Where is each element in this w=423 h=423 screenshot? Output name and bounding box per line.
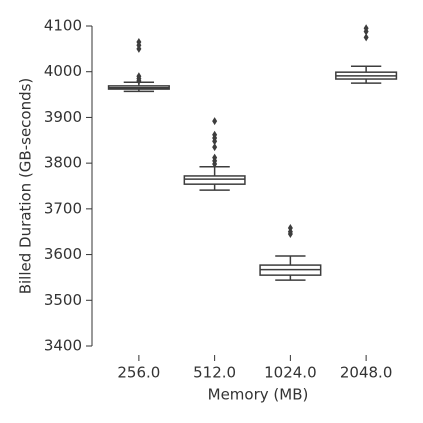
x-tick-label: 2048.0 (340, 364, 393, 382)
y-tick-label: 3600 (44, 245, 82, 263)
y-tick-label: 3500 (44, 291, 82, 309)
outlier (212, 117, 218, 126)
y-tick-label: 3700 (44, 199, 82, 217)
y-tick-label: 4000 (44, 62, 82, 80)
y-tick-label: 3800 (44, 154, 82, 172)
outlier (287, 230, 293, 238)
outlier (212, 143, 218, 152)
y-tick-label: 4100 (44, 17, 82, 35)
outlier (136, 44, 142, 53)
y-tick-label: 3900 (44, 108, 82, 126)
x-tick-label: 1024.0 (264, 364, 317, 382)
y-axis-label: Billed Duration (GB-seconds) (17, 78, 35, 295)
outlier (363, 27, 369, 36)
outlier (363, 33, 369, 42)
box (183, 175, 246, 185)
x-axis-label: Memory (MB) (208, 386, 309, 404)
x-tick-label: 256.0 (117, 364, 160, 382)
outlier (212, 160, 218, 169)
outlier (136, 76, 142, 85)
outlier (212, 137, 218, 146)
x-tick-label: 512.0 (193, 364, 236, 382)
y-tick-label: 3400 (44, 337, 82, 355)
